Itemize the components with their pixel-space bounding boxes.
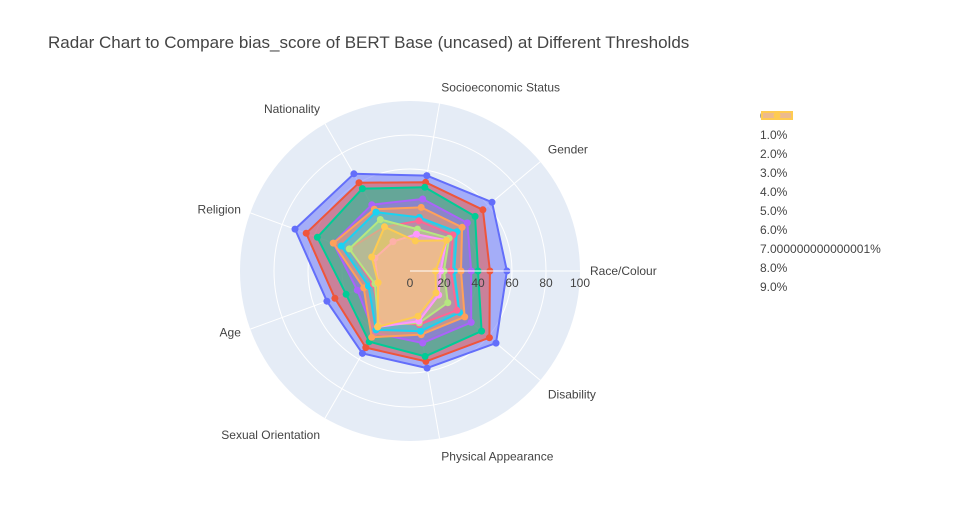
chart-title: Radar Chart to Compare bias_score of BER…: [48, 33, 690, 52]
data-point: [444, 299, 452, 307]
axis-label-socioeconomic-status: Socioeconomic Status: [441, 81, 560, 95]
radial-tick-label: 80: [539, 276, 553, 290]
data-point: [368, 253, 376, 261]
data-point: [419, 195, 427, 203]
data-point: [461, 313, 469, 321]
data-point: [372, 208, 380, 216]
data-point: [353, 286, 361, 294]
data-point: [358, 349, 366, 357]
legend-label: 3.0%: [760, 165, 788, 180]
legend-label: 2.0%: [760, 146, 788, 161]
data-point: [485, 334, 493, 342]
radial-tick-label: 40: [471, 276, 485, 290]
data-point: [331, 294, 339, 302]
data-point: [302, 229, 310, 237]
radial-tick-label: 100: [570, 276, 590, 290]
axis-label-race-colour: Race/Colour: [590, 264, 657, 278]
legend-label: 9.0%: [760, 279, 788, 294]
legend-label: 5.0%: [760, 203, 788, 218]
data-point: [329, 239, 337, 247]
data-point: [453, 306, 461, 314]
legend-swatch: [761, 111, 793, 120]
data-point: [291, 225, 299, 233]
data-point: [381, 223, 388, 231]
data-point: [478, 327, 486, 335]
legend-item-8-0[interactable]: 8.0%: [760, 111, 881, 277]
legend-item-5-0[interactable]: 5.0%: [760, 111, 881, 220]
axis-label-sexual-orientation: Sexual Orientation: [221, 428, 320, 442]
radial-tick-label: 60: [505, 276, 519, 290]
legend-item-6-0[interactable]: 6.0%: [760, 111, 881, 239]
data-point: [488, 198, 496, 206]
data-point: [492, 339, 500, 347]
data-point: [368, 333, 376, 341]
data-point: [443, 236, 450, 244]
legend-label: 7.000000000000001%: [760, 241, 881, 256]
data-point: [323, 297, 331, 305]
data-point: [342, 290, 350, 298]
data-point: [463, 219, 471, 227]
data-point: [419, 339, 427, 347]
axis-label-age: Age: [220, 326, 242, 340]
axis-label-religion: Religion: [198, 202, 241, 216]
data-point: [471, 212, 479, 220]
data-point: [432, 289, 440, 297]
legend-label: 1.0%: [760, 127, 788, 142]
data-point: [358, 185, 366, 193]
data-point: [414, 312, 422, 320]
data-point: [417, 327, 425, 335]
data-point: [458, 223, 466, 231]
axis-label-gender: Gender: [548, 142, 588, 156]
legend-item-2-0[interactable]: 2.0%: [760, 111, 881, 163]
data-point: [337, 242, 345, 250]
data-point: [423, 364, 431, 372]
series-area: [370, 225, 448, 328]
series-9-0: [368, 223, 450, 331]
data-point: [376, 216, 384, 223]
axis-label-disability: Disability: [548, 388, 596, 402]
data-point: [350, 170, 358, 178]
data-point: [467, 318, 475, 326]
data-point: [421, 352, 429, 360]
axis-label-physical-appearance: Physical Appearance: [441, 449, 553, 463]
data-point: [411, 237, 419, 245]
legend-item-1-0[interactable]: 1.0%: [760, 111, 881, 144]
legend-item-4-0[interactable]: 4.0%: [760, 111, 881, 201]
data-point: [415, 217, 423, 225]
legend-label: 4.0%: [760, 184, 788, 199]
data-point: [374, 279, 382, 287]
legend-item-3-0[interactable]: 3.0%: [760, 111, 881, 182]
data-point: [417, 203, 425, 211]
data-point: [479, 206, 487, 214]
data-point: [345, 245, 353, 253]
radial-tick-label: 20: [437, 276, 451, 290]
legend-item-9-0[interactable]: 9.0%: [760, 111, 881, 296]
axis-label-nationality: Nationality: [264, 102, 320, 116]
data-point: [413, 230, 420, 238]
data-point: [421, 183, 429, 191]
data-point: [423, 172, 431, 180]
data-point: [355, 179, 363, 187]
data-point: [374, 323, 382, 331]
data-point: [313, 233, 321, 241]
radial-tick-label: 0: [407, 276, 414, 290]
legend-label: 8.0%: [760, 260, 788, 275]
legend: 0.0%1.0%2.0%3.0%4.0%5.0%6.0%7.0000000000…: [760, 106, 881, 296]
legend-item-7-000000000000001[interactable]: 7.000000000000001%: [760, 111, 881, 258]
data-point: [362, 344, 370, 352]
legend-label: 6.0%: [760, 222, 788, 237]
